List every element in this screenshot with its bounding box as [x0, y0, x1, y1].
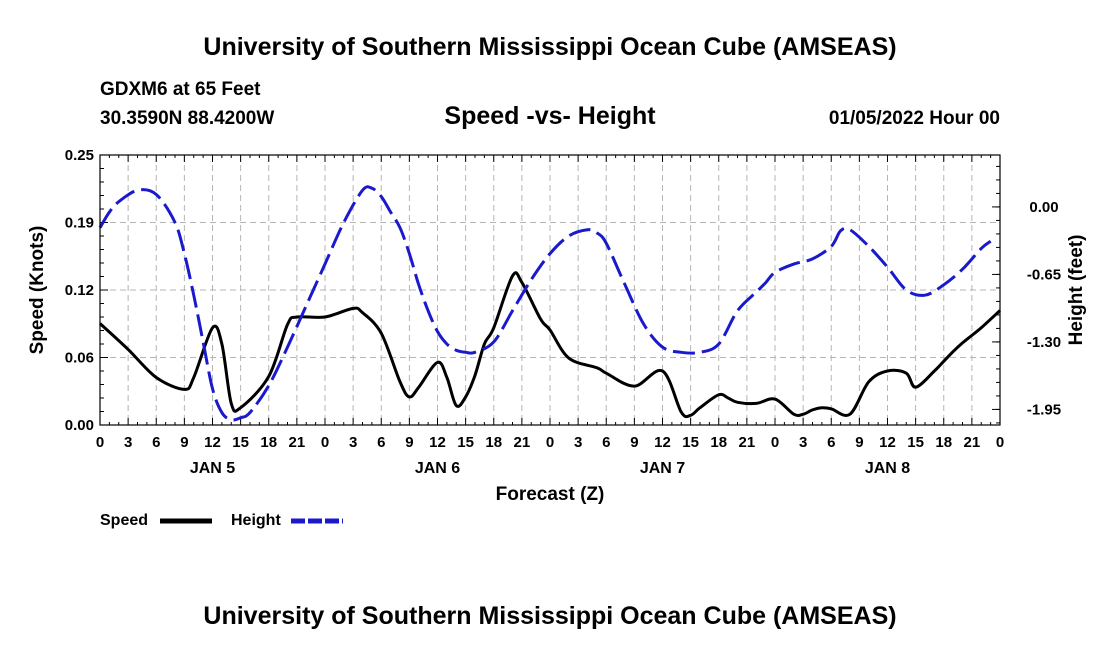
- station-label: GDXM6 at 65 Feet: [100, 79, 261, 100]
- x-tick-label: 0: [321, 434, 329, 451]
- x-tick-label: 21: [964, 434, 981, 451]
- x-tick-label: 9: [855, 434, 863, 451]
- x-tick-label: 12: [204, 434, 221, 451]
- x-tick-label: 15: [682, 434, 699, 451]
- y2-axis-title: Height (feet): [1066, 235, 1087, 346]
- x-tick-label: 9: [180, 434, 188, 451]
- x-tick-label: 3: [124, 434, 132, 451]
- x-tick-label: 18: [485, 434, 502, 451]
- x-tick-label: 0: [546, 434, 554, 451]
- x-tick-label: 21: [739, 434, 756, 451]
- day-label: JAN 5: [190, 460, 235, 477]
- x-tick-label: 18: [260, 434, 277, 451]
- x-tick-label: 0: [96, 434, 104, 451]
- legend-label-height: Height: [231, 512, 281, 529]
- x-axis-title: Forecast (Z): [496, 484, 605, 505]
- x-tick-label: 15: [907, 434, 924, 451]
- x-tick-label: 0: [996, 434, 1004, 451]
- x-tick-label: 6: [377, 434, 385, 451]
- y2-tick-label: -1.30: [1027, 334, 1061, 351]
- footer-title: University of Southern Mississippi Ocean…: [203, 602, 896, 630]
- day-label: JAN 7: [640, 460, 685, 477]
- x-tick-label: 6: [602, 434, 610, 451]
- legend-label-speed: Speed: [100, 512, 148, 529]
- x-tick-label: 18: [710, 434, 727, 451]
- y2-tick-label: 0.00: [1029, 199, 1058, 216]
- y2-tick-label: -1.95: [1027, 401, 1061, 418]
- tick-labels: 0 3 6 9 12 15 18 21 0 3 6 9 12 15 18 21 0 3 6 9 12 15 18 21 0 3 6 9…: [65, 147, 1061, 477]
- y-tick-label: 0.19: [65, 215, 94, 232]
- x-tick-label: 12: [429, 434, 446, 451]
- x-tick-label: 3: [349, 434, 357, 451]
- day-label: JAN 8: [865, 460, 910, 477]
- y-tick-label: 0.25: [65, 147, 94, 164]
- series-lines: [98, 185, 1002, 422]
- location-label: 30.3590N 88.4200W: [100, 108, 274, 129]
- y-tick-label: 0.06: [65, 350, 94, 367]
- x-tick-label: 15: [232, 434, 249, 451]
- day-label: JAN 6: [415, 460, 460, 477]
- forecast-date-label: 01/05/2022 Hour 00: [829, 108, 1000, 129]
- x-tick-label: 0: [771, 434, 779, 451]
- x-tick-label: 6: [152, 434, 160, 451]
- y-tick-label: 0.12: [65, 282, 94, 299]
- grid-lines: [100, 155, 1000, 425]
- x-tick-label: 12: [879, 434, 896, 451]
- series-line-speed: [98, 271, 1002, 419]
- x-tick-label: 21: [289, 434, 306, 451]
- x-tick-label: 9: [405, 434, 413, 451]
- x-tick-label: 9: [630, 434, 638, 451]
- x-tick-label: 3: [799, 434, 807, 451]
- plot-frame: [99, 154, 1001, 426]
- x-tick-label: 6: [827, 434, 835, 451]
- y2-tick-label: -0.65: [1027, 266, 1061, 283]
- y-tick-label: 0.00: [65, 417, 94, 434]
- x-tick-label: 12: [654, 434, 671, 451]
- x-tick-label: 18: [935, 434, 952, 451]
- x-tick-label: 21: [514, 434, 531, 451]
- series-line-height: [98, 185, 992, 422]
- chart-subtitle: Speed -vs- Height: [444, 102, 656, 130]
- x-tick-label: 15: [457, 434, 474, 451]
- x-tick-label: 3: [574, 434, 582, 451]
- y-axis-title: Speed (Knots): [27, 226, 48, 355]
- legend: Speed Height: [100, 512, 343, 529]
- chart-main-title: University of Southern Mississippi Ocean…: [203, 33, 896, 61]
